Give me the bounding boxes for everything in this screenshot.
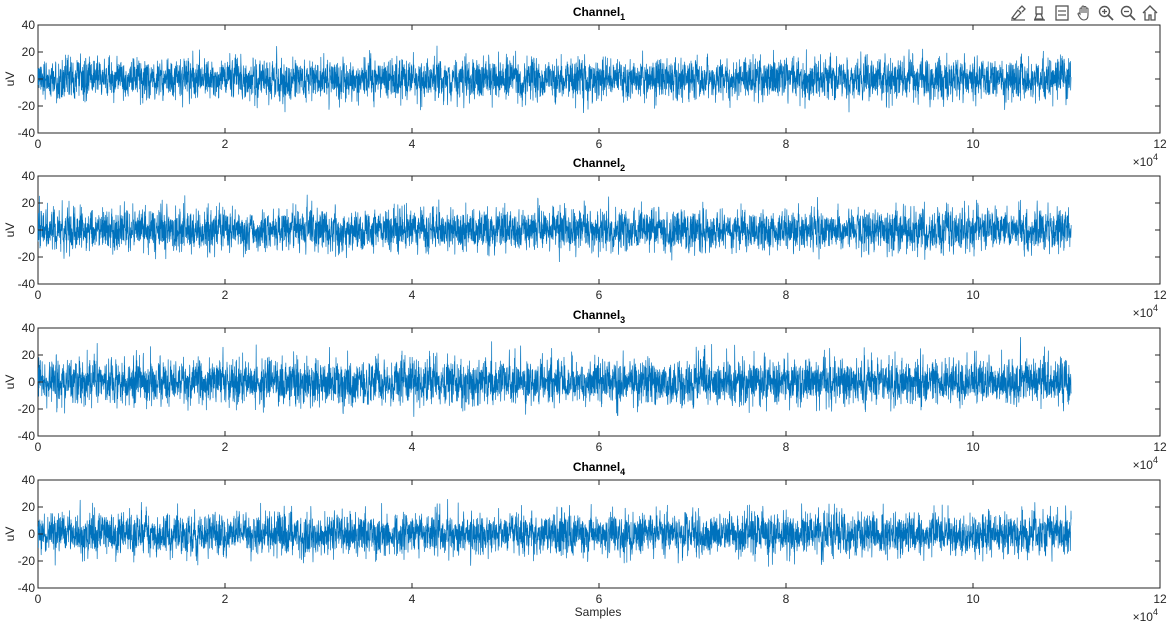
x-tick-label: 12 [1153, 592, 1167, 606]
signal-trace [37, 337, 1072, 417]
x-exponent-power: 4 [1153, 607, 1158, 617]
y-tick-label: -20 [18, 402, 36, 416]
x-tick-label: 4 [409, 137, 416, 151]
x-tick-label: 10 [966, 592, 980, 606]
title-main: Channel [573, 5, 620, 19]
x-exponent-base: ×10 [1133, 610, 1154, 624]
y-tick-label: -40 [18, 277, 36, 291]
y-tick-label: 40 [22, 473, 36, 487]
x-tick-label: 0 [35, 592, 42, 606]
x-tick-label: 6 [596, 592, 603, 606]
x-exponent-label: ×104 [1133, 152, 1158, 169]
title-main: Channel [573, 156, 620, 170]
x-tick-label: 2 [222, 440, 229, 454]
x-tick-label: 12 [1153, 288, 1167, 302]
x-tick-label: 0 [35, 440, 42, 454]
x-tick-label: 2 [222, 592, 229, 606]
x-exponent-power: 4 [1153, 303, 1158, 313]
y-tick-label: 0 [28, 375, 35, 389]
x-exponent-label: ×104 [1133, 303, 1158, 320]
x-exponent-base: ×10 [1133, 155, 1154, 169]
signal-trace [37, 498, 1072, 567]
x-exponent-base: ×10 [1133, 458, 1154, 472]
x-tick-label: 6 [596, 288, 603, 302]
x-tick-label: 4 [409, 288, 416, 302]
x-exponent-power: 4 [1153, 455, 1158, 465]
x-tick-label: 6 [596, 440, 603, 454]
y-tick-label: 0 [28, 72, 35, 86]
title-main: Channel [573, 460, 620, 474]
y-tick-label: 20 [22, 500, 36, 514]
x-tick-label: 6 [596, 137, 603, 151]
y-tick-label: 40 [22, 169, 36, 183]
brush-icon[interactable] [1008, 3, 1028, 23]
x-exponent-power: 4 [1153, 152, 1158, 162]
title-subscript: 4 [620, 467, 625, 477]
y-tick-label: 40 [22, 321, 36, 335]
subplot-title: Channel1 [573, 5, 625, 22]
legend-icon[interactable] [1052, 3, 1072, 23]
subplot-title: Channel2 [573, 156, 625, 173]
x-axis-label: Samples [575, 605, 622, 619]
zoom-in-icon[interactable] [1096, 3, 1116, 23]
y-tick-label: 0 [28, 527, 35, 541]
title-subscript: 2 [620, 163, 625, 173]
title-subscript: 1 [620, 12, 625, 22]
y-tick-label: 20 [22, 196, 36, 210]
title-subscript: 3 [620, 315, 625, 325]
y-tick-label: -20 [18, 250, 36, 264]
y-axis-label: uV [3, 527, 17, 542]
x-tick-label: 10 [966, 137, 980, 151]
x-tick-label: 8 [783, 288, 790, 302]
y-tick-label: -40 [18, 581, 36, 595]
x-exponent-label: ×104 [1133, 455, 1158, 472]
x-exponent-base: ×10 [1133, 306, 1154, 320]
y-tick-label: 40 [22, 18, 36, 32]
y-tick-label: -20 [18, 99, 36, 113]
zoom-out-icon[interactable] [1118, 3, 1138, 23]
x-tick-label: 0 [35, 288, 42, 302]
x-tick-label: 4 [409, 592, 416, 606]
x-tick-label: 12 [1153, 137, 1167, 151]
subplot-title: Channel4 [573, 460, 625, 477]
subplot-title: Channel3 [573, 308, 625, 325]
y-tick-label: -40 [18, 429, 36, 443]
x-tick-label: 10 [966, 288, 980, 302]
title-main: Channel [573, 308, 620, 322]
x-tick-label: 10 [966, 440, 980, 454]
signal-trace [37, 194, 1072, 263]
x-tick-label: 8 [783, 592, 790, 606]
y-tick-label: -40 [18, 126, 36, 140]
x-tick-label: 12 [1153, 440, 1167, 454]
x-tick-label: 0 [35, 137, 42, 151]
y-axis-label: uV [3, 375, 17, 390]
y-tick-label: 20 [22, 348, 36, 362]
data-tips-icon[interactable] [1030, 3, 1050, 23]
subplot-4: 0 2 4 6 8 10 1240200-20-40Channel4uV×104Sample… [3, 460, 1167, 624]
home-icon[interactable] [1140, 3, 1160, 23]
x-tick-label: 8 [783, 440, 790, 454]
y-tick-label: 0 [28, 223, 35, 237]
y-tick-label: -20 [18, 554, 36, 568]
x-tick-label: 2 [222, 137, 229, 151]
pan-icon[interactable] [1074, 3, 1094, 23]
figure-toolbar [1008, 2, 1160, 24]
y-axis-label: uV [3, 223, 17, 238]
x-tick-label: 4 [409, 440, 416, 454]
y-axis-label: uV [3, 72, 17, 87]
x-exponent-label: ×104 [1133, 607, 1158, 624]
x-tick-label: 2 [222, 288, 229, 302]
y-tick-label: 20 [22, 45, 36, 59]
x-tick-label: 8 [783, 137, 790, 151]
signal-trace [37, 45, 1072, 114]
